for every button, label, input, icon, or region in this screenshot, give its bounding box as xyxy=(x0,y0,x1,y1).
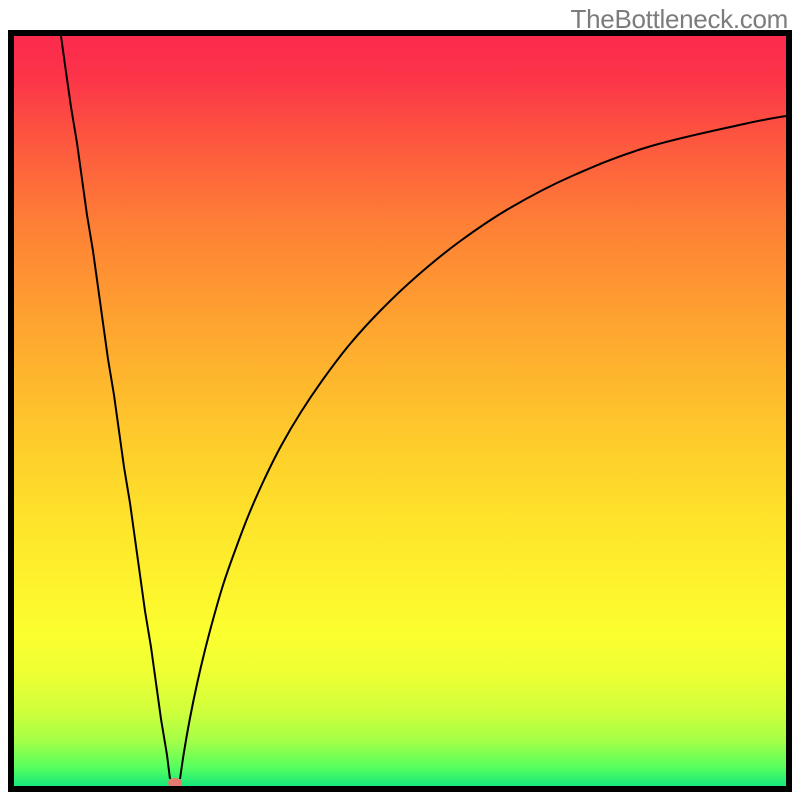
curve-svg xyxy=(14,36,786,786)
curve-left-branch xyxy=(61,36,170,779)
chart-container: TheBottleneck.com xyxy=(0,0,800,800)
plot-area xyxy=(14,36,786,786)
curve-right-branch xyxy=(180,116,786,779)
minimum-marker xyxy=(168,778,182,786)
plot-frame xyxy=(8,30,792,792)
watermark-text: TheBottleneck.com xyxy=(571,4,788,35)
